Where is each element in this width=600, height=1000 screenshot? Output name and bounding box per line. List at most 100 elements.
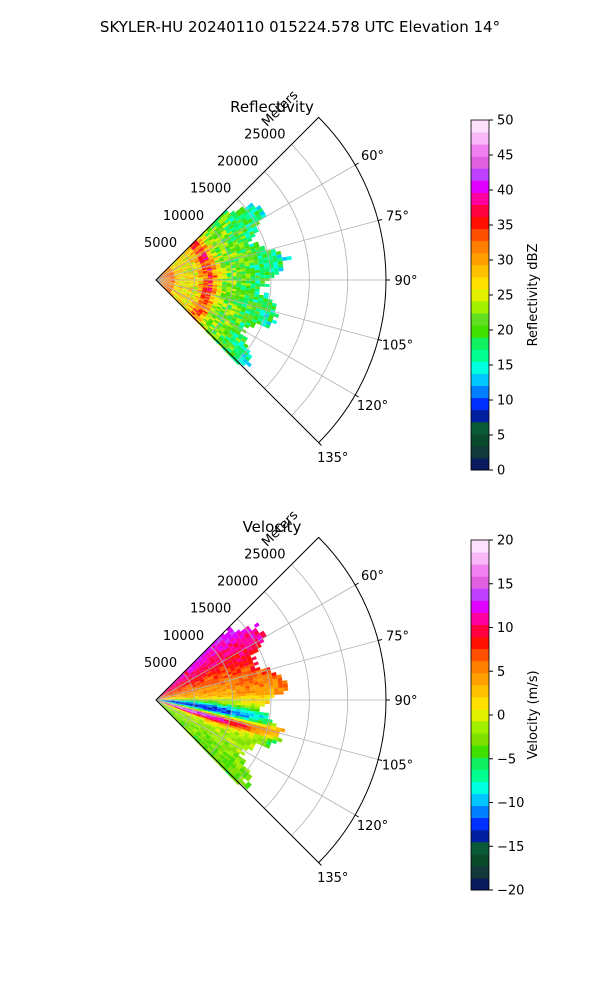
echo-cell [195,263,201,267]
echo-cell [217,750,223,755]
echo-cell [273,684,279,689]
echo-cell [204,651,209,656]
echo-cell [201,320,206,326]
echo-cell [258,717,264,722]
echo-cell [191,713,196,716]
echo-cell [255,286,260,290]
echo-cell [226,213,232,219]
echo-cell [207,227,213,233]
echo-cell [202,721,208,726]
echo-cell [169,695,175,698]
echo-cell [199,741,205,747]
echo-cell [173,692,179,695]
azimuth-spoke [155,164,356,281]
echo-cell [248,660,254,665]
echo-cell [193,248,199,253]
echo-cell [190,303,196,308]
echo-cell [211,322,217,328]
echo-cell [165,277,171,279]
echo-cell [189,277,194,279]
echo-cell [196,711,202,715]
echo-cell [172,269,178,272]
echo-cell [229,217,236,223]
echo-cell [226,649,232,654]
echo-cell [178,706,184,709]
echo-cell [203,274,208,277]
colorbar-swatch [471,660,489,674]
echo-cell [197,665,203,670]
range-tick-label: 25000 [244,547,285,562]
echo-cell [196,712,202,716]
echo-cell [181,265,187,269]
echo-cell [250,643,257,649]
azimuth-tick-label: 135° [317,871,348,886]
echo-cell [197,674,202,678]
echo-cell [192,708,198,711]
echo-cell [260,698,265,702]
echo-cell [174,692,179,695]
echo-cell [193,728,198,733]
echo-cell [183,297,189,302]
echo-cell [242,746,249,752]
echo-cell [250,288,256,292]
echo-cell [242,228,248,233]
echo-cell [192,288,198,291]
echo-cell [203,284,208,287]
echo-cell [187,728,192,733]
echo-cell [169,284,174,288]
echo-cell [264,277,270,282]
echo-cell [227,222,233,228]
echo-cell [167,288,172,292]
echo-cell [188,276,194,278]
echo-cell [243,717,249,721]
echo-cell [201,671,207,676]
echo-cell [187,307,193,312]
echo-cell [164,703,170,706]
echo-cell [230,763,236,770]
echo-cell [195,683,201,687]
echo-cell [197,720,203,725]
echo-cell [164,273,169,276]
echo-cell [189,295,195,299]
echo-cell [160,698,166,700]
echo-cell [222,702,227,705]
echo-cell [210,668,216,673]
echo-cell [184,696,190,699]
echo-cell [196,292,202,296]
echo-cell [207,708,213,712]
echo-cell [226,334,232,339]
colorbar-tick-label: −15 [497,840,524,855]
echo-cell [197,722,203,726]
echo-cell [225,237,232,242]
echo-cell [165,700,171,701]
echo-cell [212,219,218,225]
echo-cell [243,640,250,646]
echo-cell [202,689,208,692]
echo-cell [179,714,185,718]
echo-cell [198,257,204,261]
echo-cell [174,262,180,267]
echo-cell [216,331,222,337]
echo-cell [263,712,269,717]
echo-cell [204,743,210,749]
echo-cell [181,685,187,689]
echo-cell [170,280,175,282]
echo-cell [225,684,231,688]
echo-cell [217,242,223,247]
echo-cell [185,713,191,717]
echo-cell [183,269,188,273]
echo-cell [264,283,270,288]
echo-cell [178,297,183,301]
echo-cell [216,660,222,665]
echo-cell [188,692,194,695]
echo-cell [192,287,198,290]
echo-cell [160,696,165,699]
echo-cell [196,318,202,324]
echo-cell [248,679,254,684]
echo-cell [255,213,262,219]
echo-cell [228,765,235,772]
echo-cell [179,697,185,699]
echo-cell [259,692,265,696]
echo-cell [197,245,203,250]
echo-cell [207,284,213,287]
